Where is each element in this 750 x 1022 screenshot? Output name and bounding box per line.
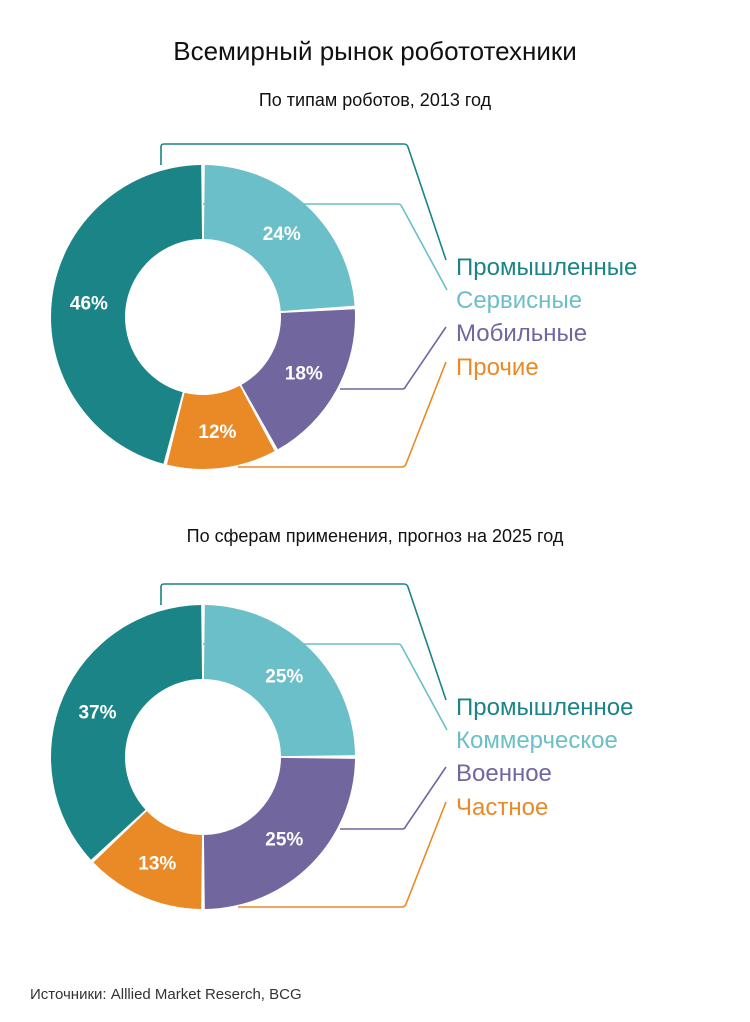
chart2-slice-1 <box>203 605 355 757</box>
chart2-connector-0 <box>160 583 447 701</box>
chart2-slice-label-0: 37% <box>78 702 116 723</box>
chart1-slice-label-3: 12% <box>198 422 236 443</box>
chart2-slice-label-2: 25% <box>265 829 303 850</box>
chart1-donut: 24% 18% 12% 46% Промышленные Сервисные Мобильн… <box>50 143 637 469</box>
chart1-slice-label-0: 46% <box>70 294 108 315</box>
chart2-slice-label-1: 25% <box>265 667 303 688</box>
chart1-slice-label-2: 18% <box>285 363 323 384</box>
chart1-connector-1 <box>203 203 448 291</box>
chart2-legend-3: Частное <box>456 794 548 821</box>
chart1-connector-0 <box>160 143 447 261</box>
chart2-subtitle: По сферам применения, прогноз на 2025 го… <box>186 526 564 546</box>
chart1-subtitle: По типам роботов, 2013 год <box>258 90 492 110</box>
chart2-connector-1 <box>203 643 448 731</box>
chart2-legend-0: Промышленное <box>456 694 634 721</box>
source-note: Источники: Alllied Market Reserch, BCG <box>30 986 302 1003</box>
chart2-legend-2: Военное <box>456 760 552 787</box>
chart1-connector-2 <box>340 326 447 390</box>
chart2-legend-1: Коммерческое <box>456 727 618 754</box>
chart1-slice-label-1: 24% <box>263 224 301 245</box>
chart2-slice-3 <box>93 811 203 909</box>
chart2-connector-3 <box>238 801 447 908</box>
chart1-slice-0 <box>50 165 203 464</box>
page-title: Всемирный рынок робототехники <box>173 36 577 66</box>
chart1-slice-2 <box>241 309 356 450</box>
chart2-slice-0 <box>51 605 203 860</box>
chart1-legend-2: Мобильные <box>456 320 587 347</box>
chart2-slice-label-3: 13% <box>138 854 176 875</box>
chart1-legend-1: Сервисные <box>456 287 582 314</box>
chart1-connector-3 <box>238 361 447 468</box>
chart2-connector-2 <box>340 766 447 830</box>
chart1-legend-3: Прочие <box>456 354 539 381</box>
chart2-slice-2 <box>203 757 355 909</box>
chart1-legend-0: Промышленные <box>456 254 637 281</box>
chart2-donut: 25% 25% 13% 37% Промышленное Коммерческое Воен… <box>51 583 634 909</box>
chart1-slice-1 <box>203 165 355 312</box>
chart1-slice-3 <box>166 385 275 469</box>
